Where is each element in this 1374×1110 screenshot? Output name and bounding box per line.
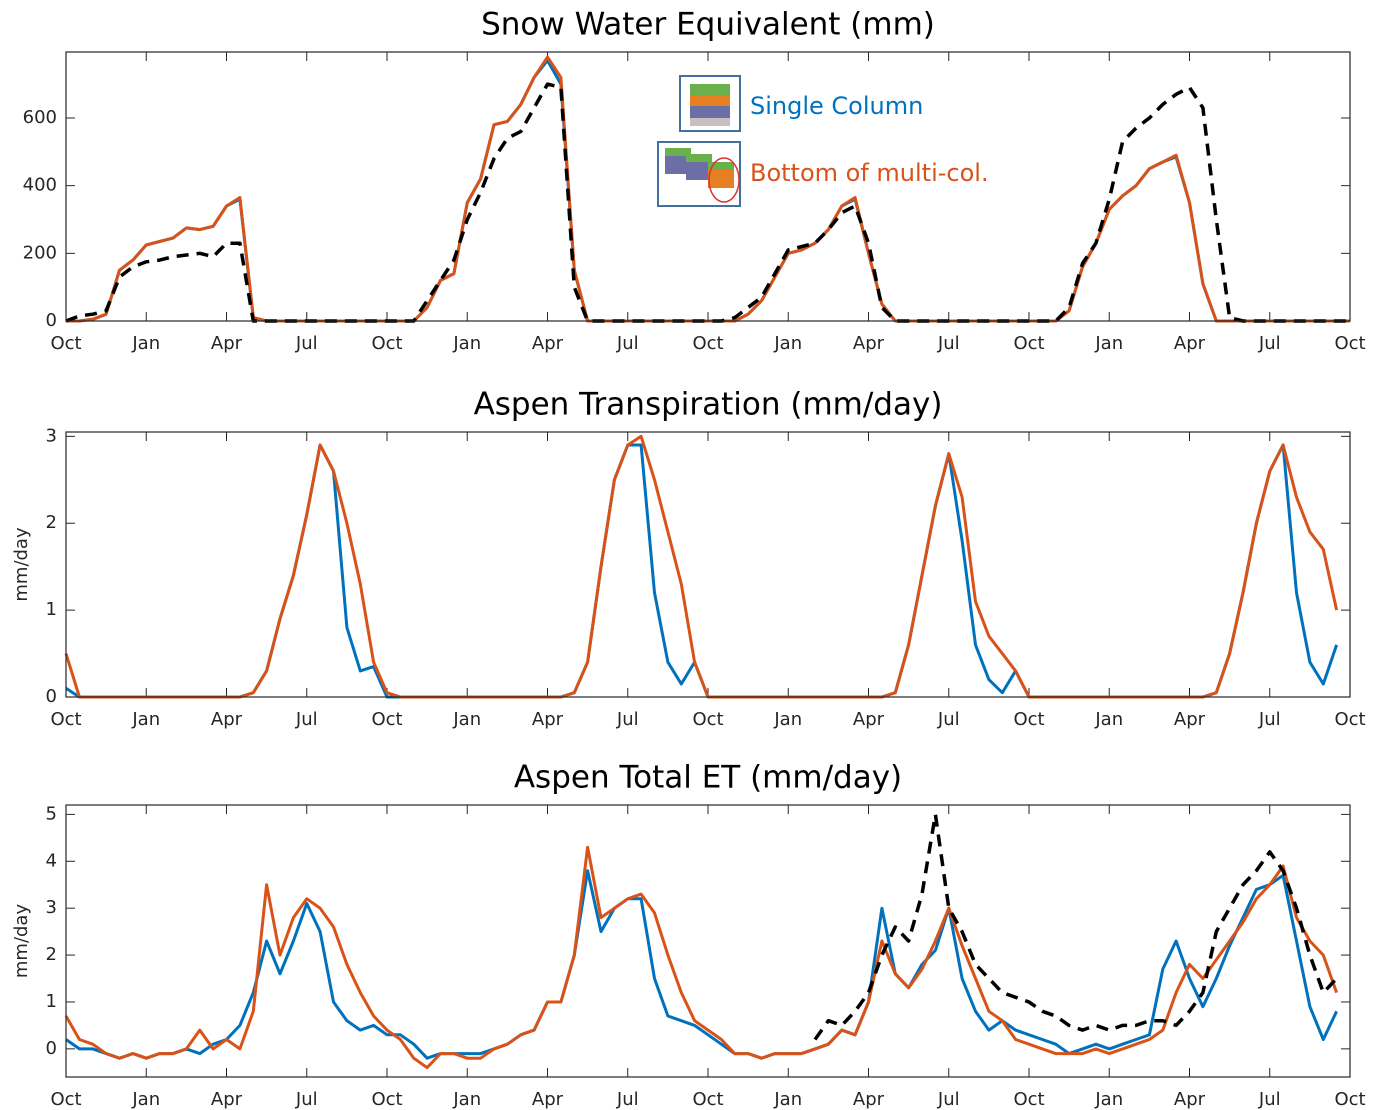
y-tick-label: 4 (46, 850, 57, 871)
axes-box (65, 51, 1351, 322)
x-tick-label: Jul (616, 709, 639, 730)
y-tick-label: 0 (46, 686, 57, 707)
legend-label: Bottom of multi-col. (750, 159, 989, 187)
x-tick-label: Jul (616, 333, 639, 354)
x-tick-label: Jul (616, 1089, 639, 1110)
y-tick-label: 200 (23, 242, 57, 263)
chart-title: Aspen Total ET (mm/day) (514, 760, 902, 796)
icon-layer (690, 96, 730, 106)
x-tick-label: Oct (1334, 333, 1365, 354)
x-tick-label: Oct (1334, 709, 1365, 730)
y-tick-label: 0 (46, 310, 57, 331)
x-tick-label: Apr (853, 333, 885, 354)
x-tick-label: Jul (937, 1089, 960, 1110)
series-line (813, 812, 1338, 1041)
x-tick-label: Jul (295, 333, 318, 354)
x-tick-label: Apr (532, 333, 564, 354)
x-tick-label: Oct (1013, 333, 1044, 354)
y-tick-label: 1 (46, 599, 57, 620)
x-tick-label: Apr (853, 1089, 885, 1110)
x-tick-label: Jul (295, 1089, 318, 1110)
x-tick-label: Oct (371, 1089, 402, 1110)
x-tick-label: Jul (295, 709, 318, 730)
x-tick-label: Oct (1013, 709, 1044, 730)
x-tick-label: Apr (211, 1089, 243, 1110)
series-line (64, 434, 1339, 699)
x-tick-label: Apr (1174, 1089, 1206, 1110)
x-tick-label: Jan (452, 1089, 481, 1110)
x-tick-label: Oct (50, 709, 81, 730)
x-tick-label: Jan (1094, 1089, 1123, 1110)
icon-layer (665, 156, 691, 174)
icon-layer (690, 106, 730, 118)
y-tick-label: 3 (46, 897, 57, 918)
x-tick-label: Jan (131, 1089, 160, 1110)
x-tick-label: Jan (131, 333, 160, 354)
icon-layer (708, 162, 734, 170)
legend-icons (657, 75, 741, 207)
icon-layer (686, 162, 712, 180)
x-tick-label: Oct (692, 1089, 723, 1110)
axes-box (65, 431, 1351, 698)
x-tick-label: Jan (452, 709, 481, 730)
axes-box (65, 804, 1351, 1078)
legend-label: Single Column (750, 92, 923, 120)
y-axis-label: mm/day (11, 904, 32, 979)
x-tick-label: Oct (692, 333, 723, 354)
chart-title: Aspen Transpiration (mm/day) (474, 387, 943, 423)
icon-layer (690, 84, 730, 96)
x-tick-label: Jan (773, 1089, 802, 1110)
x-tick-label: Jan (773, 709, 802, 730)
y-tick-label: 1 (46, 991, 57, 1012)
x-tick-label: Apr (532, 709, 564, 730)
x-tick-label: Jul (937, 709, 960, 730)
y-tick-label: 400 (23, 175, 57, 196)
icon-layer (708, 170, 734, 188)
icon-layer (686, 154, 712, 162)
y-tick-label: 600 (23, 107, 57, 128)
x-tick-label: Jan (131, 709, 160, 730)
x-tick-label: Apr (211, 709, 243, 730)
x-tick-label: Jan (773, 333, 802, 354)
x-tick-label: Apr (532, 1089, 564, 1110)
y-tick-label: 2 (46, 944, 57, 965)
chart-title: Snow Water Equivalent (mm) (481, 7, 935, 43)
series-line (64, 845, 1339, 1070)
y-tick-label: 0 (46, 1038, 57, 1059)
x-tick-label: Oct (1334, 1089, 1365, 1110)
x-tick-label: Jul (1258, 709, 1281, 730)
x-tick-label: Jul (1258, 1089, 1281, 1110)
x-tick-label: Jan (452, 333, 481, 354)
x-tick-label: Jul (937, 333, 960, 354)
x-tick-label: Oct (692, 709, 723, 730)
x-tick-label: Jan (1094, 333, 1123, 354)
y-axis-label: mm/day (11, 527, 32, 602)
x-tick-label: Oct (371, 709, 402, 730)
x-tick-label: Jul (1258, 333, 1281, 354)
x-tick-label: Oct (1013, 1089, 1044, 1110)
x-tick-label: Apr (853, 709, 885, 730)
series-line (65, 443, 1339, 699)
icon-layer (690, 118, 730, 126)
x-tick-label: Jan (1094, 709, 1123, 730)
icon-highlight (708, 157, 740, 203)
x-tick-label: Oct (371, 333, 402, 354)
y-tick-label: 3 (46, 425, 57, 446)
series-line (65, 82, 1350, 323)
x-tick-label: Apr (1174, 709, 1206, 730)
x-tick-label: Apr (211, 333, 243, 354)
y-tick-label: 2 (46, 512, 57, 533)
y-tick-label: 5 (46, 803, 57, 824)
x-tick-label: Oct (50, 1089, 81, 1110)
x-tick-label: Apr (1174, 333, 1206, 354)
x-tick-label: Oct (50, 333, 81, 354)
series-line (65, 869, 1338, 1060)
icon-layer (665, 148, 691, 156)
